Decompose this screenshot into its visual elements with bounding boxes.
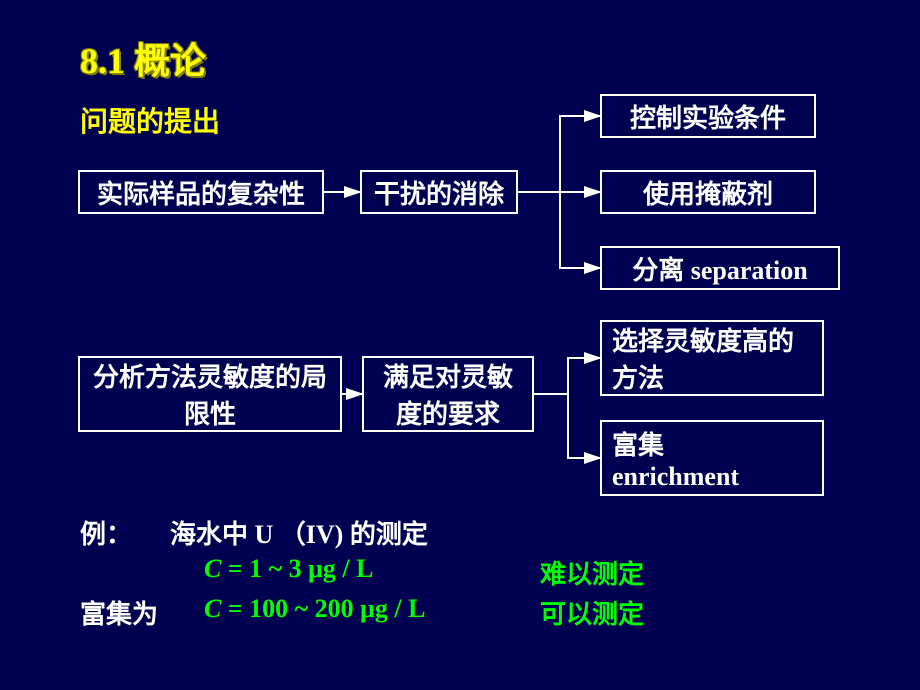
c2-var: C [204,594,221,623]
box-sensitivity-req: 满足对灵敏度的要求 [362,356,534,432]
c2-val: = 100 ~ 200 μg / L [221,594,425,623]
enrich-label: 富集为 [80,594,158,631]
result-2: 可以测定 [540,594,644,631]
conc-line-1: C = 1 ~ 3 μg / L [204,554,373,584]
box-interference: 干扰的消除 [360,170,518,214]
conc-line-2: C = 100 ~ 200 μg / L [204,594,425,624]
example-label: 例： [80,514,132,551]
box-enrichment: 富集 enrichment [600,420,824,496]
box-control-conditions: 控制实验条件 [600,94,816,138]
c1-val: = 1 ~ 3 μg / L [221,554,373,583]
slide-title: 8.1 概论 [80,32,206,84]
box-high-sensitivity: 选择灵敏度高的方法 [600,320,824,396]
c1-var: C [204,554,221,583]
example-desc: 海水中 U （IV) 的测定 [170,514,428,551]
section-heading: 问题的提出 [80,100,220,140]
result-1: 难以测定 [540,554,644,591]
box-sensitivity-limit: 分析方法灵敏度的局限性 [78,356,342,432]
box-complexity: 实际样品的复杂性 [78,170,324,214]
box-masking-agent: 使用掩蔽剂 [600,170,816,214]
box-separation: 分离 separation [600,246,840,290]
